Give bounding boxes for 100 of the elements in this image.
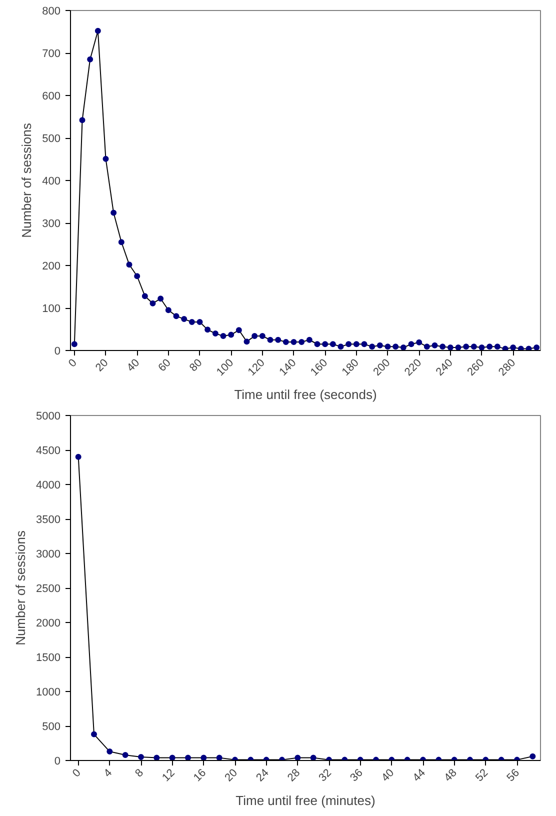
y-tick-label: 3500 (36, 514, 61, 526)
point (244, 338, 250, 345)
point (75, 454, 82, 460)
point (118, 239, 124, 246)
point (204, 326, 211, 333)
point (478, 344, 485, 350)
point (353, 341, 360, 348)
point (267, 336, 274, 343)
point (79, 117, 86, 124)
point (252, 333, 258, 340)
point (494, 344, 500, 350)
x-tick-label: 140 (277, 356, 299, 378)
point (486, 344, 493, 350)
point (94, 28, 101, 34)
y-tick-label: 100 (42, 303, 61, 315)
x-tick-label: 20 (222, 766, 240, 784)
x-tick-label: 0 (70, 766, 84, 780)
point (134, 273, 140, 280)
x-tick-label: 180 (340, 356, 362, 378)
point (369, 344, 376, 350)
point (216, 754, 222, 760)
point (306, 336, 312, 343)
x-tick-label: 36 (348, 766, 366, 784)
y-tick-label: 0 (54, 346, 61, 358)
y-tick-label: 400 (42, 176, 61, 188)
point (154, 754, 160, 760)
point (376, 342, 383, 348)
point (424, 344, 430, 350)
point (185, 754, 191, 760)
point (158, 296, 164, 302)
y-tick-label: 4000 (36, 480, 61, 492)
point (87, 56, 94, 62)
y-tick-label: 500 (42, 721, 61, 733)
point (298, 339, 305, 345)
point (440, 344, 446, 350)
y-axis-title: Number of sessions (13, 530, 28, 646)
point (346, 341, 352, 348)
point (196, 319, 203, 326)
point (102, 156, 109, 162)
x-tick-label: 8 (133, 766, 146, 780)
x-tick-label: 48 (442, 766, 460, 784)
point (330, 341, 336, 348)
y-tick-label: 5000 (36, 410, 61, 422)
point (212, 330, 218, 336)
x-tick-label: 44 (410, 766, 428, 784)
y-tick-label: 0 (54, 756, 61, 768)
point (138, 754, 144, 760)
point (165, 307, 172, 314)
point (314, 341, 320, 348)
point (122, 752, 128, 758)
y-tick-label: 1000 (36, 686, 61, 698)
x-tick-label: 4 (102, 766, 115, 780)
x-tick-label: 28 (285, 766, 303, 784)
point (470, 344, 477, 350)
x-tick-label: 260 (465, 356, 487, 378)
point (106, 748, 113, 755)
point (310, 754, 316, 760)
y-tick-label: 800 (42, 6, 61, 18)
point (91, 731, 97, 738)
x-tick-label: 40 (379, 766, 397, 784)
x-tick-label: 20 (94, 356, 111, 374)
point (228, 332, 234, 338)
y-tick-label: 2500 (36, 583, 61, 595)
point (392, 344, 399, 350)
x-axis-title: Time until free (minutes) (236, 792, 376, 808)
point (259, 333, 266, 340)
point (110, 210, 117, 216)
y-tick-label: 600 (42, 90, 61, 102)
x-tick-label: 52 (473, 766, 491, 784)
point (275, 336, 282, 343)
point (282, 339, 289, 345)
point (502, 346, 508, 350)
x-tick-label: 32 (316, 766, 334, 784)
point (322, 341, 328, 348)
x-tick-label: 200 (371, 356, 393, 378)
x-tick-label: 40 (124, 356, 142, 374)
x-tick-label: 24 (254, 766, 272, 784)
y-tick-label: 3000 (36, 548, 61, 560)
point (236, 327, 242, 334)
point (126, 262, 132, 268)
y-tick-label: 500 (42, 133, 61, 145)
point (518, 346, 524, 350)
x-tick-label: 16 (191, 766, 209, 784)
point (447, 344, 454, 350)
y-tick-label: 1500 (36, 652, 61, 664)
x-tick-label: 56 (504, 766, 522, 784)
point (534, 344, 540, 350)
point (290, 339, 297, 345)
y-tick-label: 4500 (36, 445, 61, 457)
point (361, 341, 368, 348)
point (455, 344, 462, 350)
x-tick-label: 80 (188, 356, 205, 374)
point (526, 346, 532, 350)
point (384, 344, 391, 350)
y-tick-label: 200 (42, 260, 61, 272)
point (463, 344, 470, 350)
y-tick-label: 700 (42, 48, 61, 60)
point (400, 344, 406, 350)
point (220, 333, 226, 340)
point (432, 342, 438, 348)
